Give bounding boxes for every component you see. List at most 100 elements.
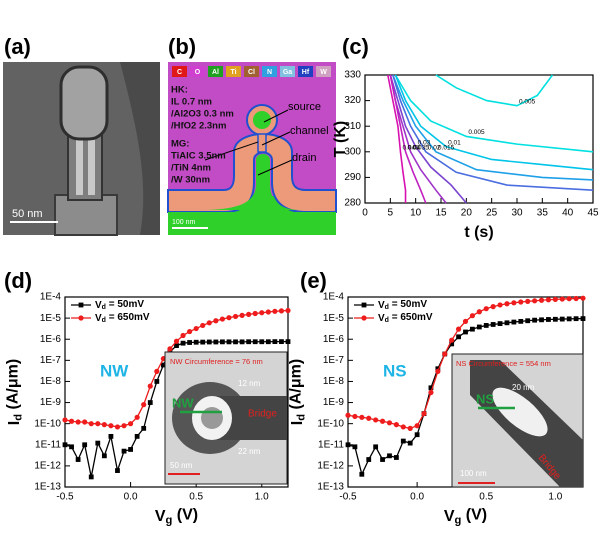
data-point bbox=[359, 471, 365, 477]
inset-label: 22 nm bbox=[238, 447, 261, 456]
data-point bbox=[532, 317, 538, 323]
data-point bbox=[220, 339, 225, 345]
y-tick-label: 1E-4 bbox=[323, 292, 345, 303]
data-point bbox=[187, 340, 193, 345]
contour-line bbox=[387, 74, 407, 203]
panel-label: (c) bbox=[342, 34, 369, 59]
data-point bbox=[259, 339, 265, 345]
panel-label: (a) bbox=[4, 34, 31, 59]
x-tick-label: 45 bbox=[587, 208, 599, 219]
data-point bbox=[62, 442, 68, 448]
x-tick-label: 0.0 bbox=[410, 492, 424, 503]
x-axis-label: Vg (V) bbox=[155, 507, 198, 527]
data-point bbox=[504, 320, 510, 326]
data-point bbox=[272, 339, 278, 345]
y-tick-label: 280 bbox=[344, 198, 361, 209]
contour-line bbox=[394, 74, 594, 153]
x-tick-label: 40 bbox=[562, 208, 574, 219]
data-point bbox=[580, 316, 586, 321]
data-point bbox=[226, 315, 232, 321]
x-tick-label: 0 bbox=[362, 208, 368, 219]
data-point bbox=[69, 444, 74, 450]
y-tick-label: 300 bbox=[344, 146, 361, 157]
data-point bbox=[265, 339, 271, 345]
legend-marker bbox=[78, 315, 84, 321]
element-label: Ti bbox=[230, 69, 236, 76]
hk-text: /HfO2 2.3nm bbox=[171, 121, 226, 132]
y-tick-label: 1E-11 bbox=[35, 439, 61, 450]
data-point bbox=[206, 339, 212, 345]
data-point bbox=[545, 297, 552, 303]
x-tick-label: 20 bbox=[461, 208, 473, 219]
hk-text: IL 0.7 nm bbox=[171, 97, 212, 108]
element-label: Hf bbox=[302, 69, 310, 76]
data-point bbox=[285, 339, 291, 345]
data-point bbox=[62, 417, 68, 423]
x-axis-label: Vg (V) bbox=[444, 507, 487, 527]
data-point bbox=[504, 301, 510, 307]
data-point bbox=[180, 332, 186, 339]
data-point bbox=[121, 448, 127, 454]
data-point bbox=[387, 453, 392, 459]
data-point bbox=[75, 457, 81, 462]
data-point bbox=[239, 312, 245, 318]
y-tick-label: 1E-11 bbox=[318, 439, 344, 450]
inset-d: NW Circumference = 76 nm 12 nm 22 nm Bri… bbox=[164, 351, 288, 485]
contour-label: 0.015 bbox=[438, 145, 455, 152]
contour-label: 0.02 bbox=[428, 145, 441, 152]
data-point bbox=[407, 440, 413, 446]
legend-marker bbox=[361, 315, 367, 321]
legend-label: Vd = 650mV bbox=[378, 312, 433, 324]
contour-label: 0.04 bbox=[408, 145, 421, 152]
x-tick-label: 0.0 bbox=[124, 492, 138, 503]
data-point bbox=[400, 438, 406, 444]
element-label: Cl bbox=[248, 69, 255, 76]
data-point bbox=[539, 317, 544, 323]
y-tick-label: 1E-8 bbox=[40, 376, 62, 387]
data-point bbox=[552, 316, 558, 322]
y-tick-label: 1E-7 bbox=[323, 355, 345, 366]
inset-label: 12 nm bbox=[238, 379, 261, 388]
hk-text: /Al2O3 0.3 nm bbox=[171, 109, 234, 120]
element-swatch bbox=[190, 66, 205, 77]
data-point bbox=[352, 413, 358, 420]
data-point bbox=[380, 457, 385, 462]
contour-line bbox=[389, 74, 467, 204]
x-axis-label: t (s) bbox=[464, 224, 493, 241]
y-tick-label: 1E-4 bbox=[40, 292, 62, 303]
region-label: drain bbox=[292, 152, 316, 164]
data-point bbox=[566, 316, 572, 322]
element-swatch bbox=[244, 66, 259, 77]
data-point bbox=[278, 308, 285, 314]
data-point bbox=[366, 415, 372, 421]
data-point bbox=[435, 368, 441, 374]
x-tick-label: 25 bbox=[486, 208, 498, 219]
data-point bbox=[414, 423, 420, 429]
data-point bbox=[435, 366, 441, 372]
data-point bbox=[200, 339, 206, 345]
data-point bbox=[538, 297, 545, 303]
data-point bbox=[141, 402, 147, 408]
element-swatch bbox=[226, 66, 241, 77]
data-point bbox=[497, 302, 503, 308]
legend-label: Vd = 650mV bbox=[95, 312, 150, 324]
element-label: O bbox=[195, 69, 201, 76]
legend-marker bbox=[361, 302, 367, 308]
contour-line bbox=[392, 74, 594, 191]
data-point bbox=[359, 414, 365, 420]
micrograph-b: C O Al Ti Cl N Ga Hf WHK:IL 0.7 nm/Al2O3 0.3 nm/… bbox=[167, 62, 337, 235]
data-point bbox=[345, 442, 351, 448]
data-point bbox=[193, 339, 199, 345]
y-tick-label: 330 bbox=[344, 70, 361, 81]
data-point bbox=[213, 339, 219, 345]
data-point bbox=[213, 318, 219, 324]
data-point bbox=[88, 474, 94, 480]
data-point bbox=[252, 310, 258, 317]
data-point bbox=[127, 421, 134, 427]
data-point bbox=[559, 296, 565, 302]
data-point bbox=[525, 298, 531, 304]
data-point bbox=[259, 310, 265, 316]
data-point bbox=[483, 306, 489, 312]
data-point bbox=[407, 425, 413, 431]
